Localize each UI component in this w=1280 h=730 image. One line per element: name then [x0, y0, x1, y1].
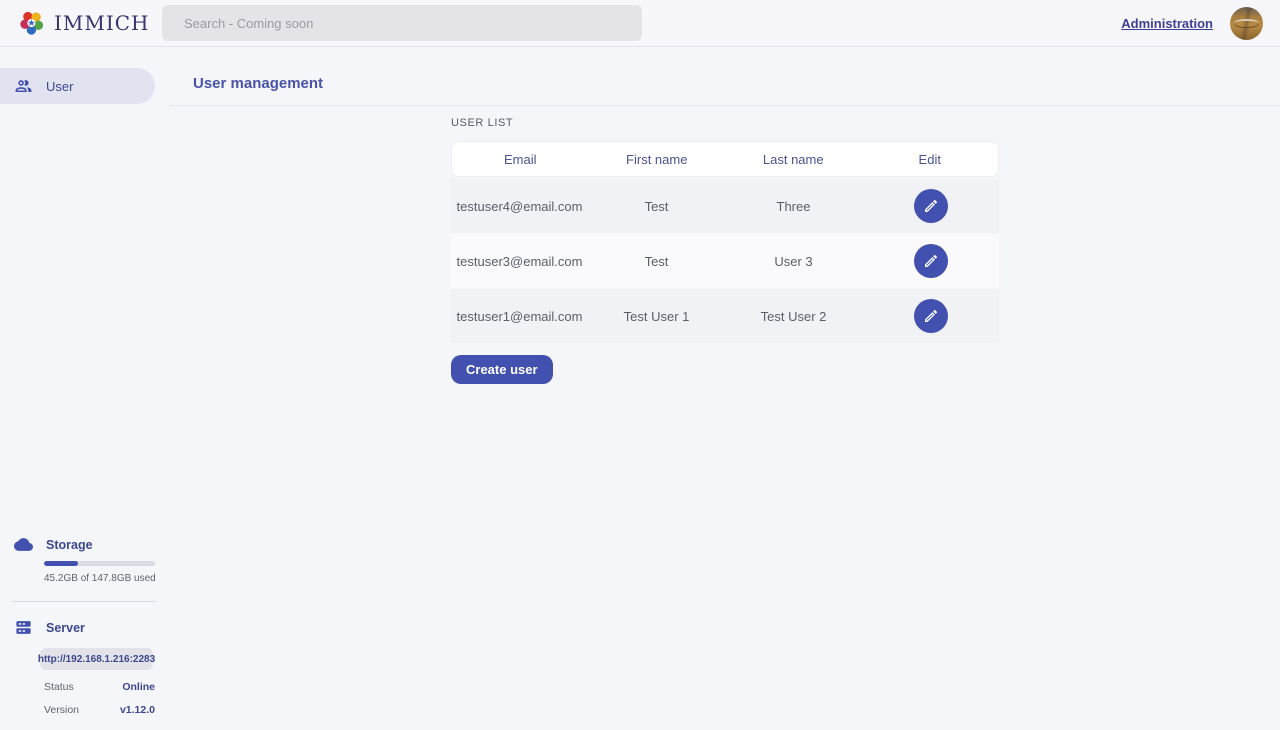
cell-last-name: User 3 — [774, 253, 813, 269]
cloud-icon — [14, 535, 33, 554]
server-url-pill: http://192.168.1.216:2283 — [37, 648, 156, 670]
search-bar — [162, 5, 642, 41]
cell-first-name: Test — [644, 253, 669, 269]
logo-text: IMMICH — [54, 11, 150, 35]
column-header-email: Email — [503, 151, 537, 167]
edit-user-button[interactable] — [913, 189, 948, 223]
storage-title: Storage — [46, 537, 93, 552]
server-header: Server — [0, 618, 170, 637]
column-header-edit: Edit — [918, 151, 941, 167]
server-version-row: Version v1.12.0 — [44, 693, 155, 716]
sidebar-item-user-label: User — [46, 78, 74, 94]
cell-first-name: Test User 1 — [623, 308, 690, 324]
server-status-row: Status Online — [44, 670, 155, 693]
cell-last-name: Test User 2 — [760, 308, 827, 324]
status-value: Online — [122, 681, 155, 693]
create-user-button[interactable]: Create user — [451, 355, 553, 384]
pencil-icon — [923, 253, 939, 269]
server-title: Server — [46, 620, 85, 635]
top-navigation-bar: IMMICH Administration — [0, 0, 1280, 47]
cell-email: testuser3@email.com — [456, 253, 583, 269]
cell-last-name: Three — [776, 198, 811, 214]
storage-usage-text: 45.2GB of 147.8GB used — [44, 573, 156, 584]
content-header: User management — [170, 47, 1280, 106]
table-row: testuser3@email.com Test User 3 — [451, 234, 999, 288]
user-list-label: USER LIST — [451, 117, 514, 129]
status-label: Status — [44, 681, 74, 693]
cell-email: testuser4@email.com — [456, 198, 583, 214]
administration-link[interactable]: Administration — [1121, 15, 1213, 31]
immich-flower-icon — [18, 9, 46, 37]
sidebar-item-user[interactable]: User — [0, 68, 155, 104]
page-title: User management — [193, 74, 324, 92]
cell-email: testuser1@email.com — [456, 308, 583, 324]
edit-user-button[interactable] — [913, 299, 948, 333]
server-url: http://192.168.1.216:2283 — [37, 653, 156, 665]
column-header-last-name: Last name — [762, 151, 824, 167]
storage-progress-fill — [44, 561, 78, 566]
version-label: Version — [44, 704, 80, 716]
pencil-icon — [923, 198, 939, 214]
user-table-header: Email First name Last name Edit — [451, 141, 999, 177]
main-area: USER LIST Email First name Last name Edi… — [170, 106, 1280, 730]
pencil-icon — [923, 308, 939, 324]
sidebar-divider — [12, 601, 156, 602]
edit-user-button[interactable] — [913, 244, 948, 278]
user-avatar[interactable] — [1230, 6, 1263, 40]
server-icon — [14, 618, 33, 637]
storage-header: Storage — [0, 535, 170, 554]
column-header-first-name: First name — [626, 151, 688, 167]
sidebar-status-panel: Storage 45.2GB of 147.8GB used Server ht… — [0, 535, 170, 730]
storage-progress-bar — [44, 561, 155, 566]
table-row: testuser4@email.com Test Three — [451, 179, 999, 233]
cell-first-name: Test — [644, 198, 669, 214]
immich-logo[interactable]: IMMICH — [0, 9, 162, 37]
search-input[interactable] — [162, 5, 642, 41]
table-row: testuser1@email.com Test User 1 Test Use… — [451, 289, 999, 343]
user-list-section: USER LIST Email First name Last name Edi… — [451, 106, 999, 384]
version-value: v1.12.0 — [119, 704, 155, 716]
users-icon — [14, 77, 33, 96]
